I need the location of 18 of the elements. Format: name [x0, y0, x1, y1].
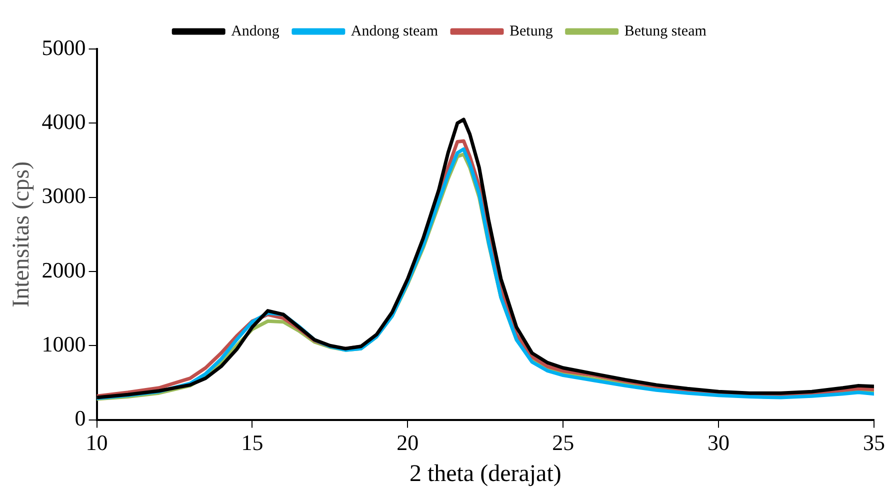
- legend-label: Betung steam: [624, 23, 707, 40]
- legend-label: Betung: [510, 23, 554, 40]
- y-tick-label: 5000: [42, 34, 86, 60]
- y-tick-label: 3000: [42, 183, 86, 208]
- legend-label: Andong: [231, 23, 280, 40]
- x-tick-label: 10: [86, 430, 108, 455]
- legend-label: Andong steam: [350, 23, 438, 40]
- x-tick-label: 25: [552, 430, 574, 455]
- x-axis-title: 2 theta (derajat): [409, 460, 562, 487]
- x-tick-label: 20: [396, 430, 419, 455]
- x-tick-label: 15: [241, 430, 264, 455]
- y-axis-title: Intensitas (cps): [8, 161, 35, 308]
- y-tick-label: 0: [74, 406, 86, 431]
- y-tick-label: 1000: [42, 331, 86, 356]
- y-tick-label: 2000: [42, 257, 86, 282]
- x-tick-label: 35: [863, 430, 885, 455]
- x-tick-label: 30: [708, 430, 730, 455]
- y-tick-label: 4000: [42, 108, 86, 134]
